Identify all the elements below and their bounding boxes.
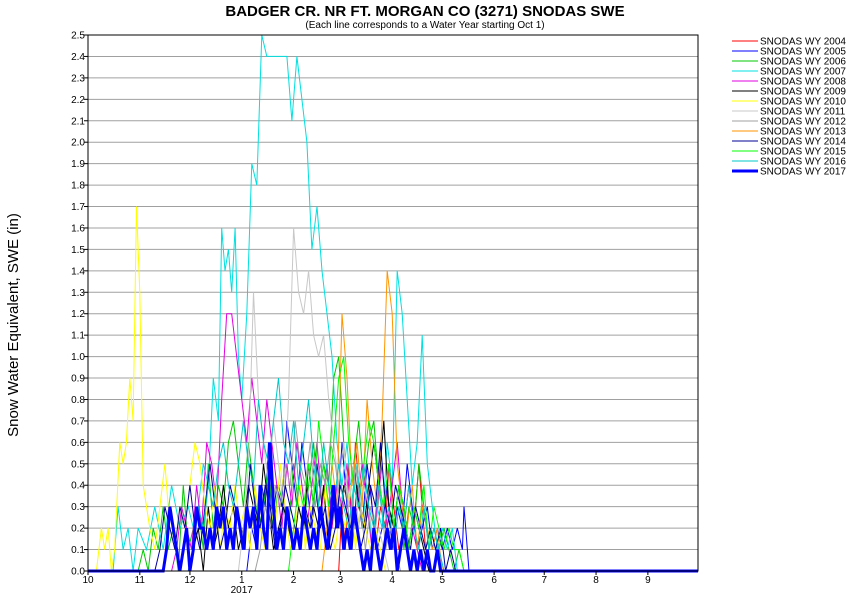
y-tick-label-22: 2.2 <box>71 95 85 106</box>
y-tick-label-13: 1.3 <box>71 288 85 299</box>
legend-label-10: SNODAS WY 2014 <box>760 137 846 148</box>
legend-label-3: SNODAS WY 2007 <box>760 67 846 78</box>
y-axis-label: Snow Water Equivalent, SWE (in) <box>5 213 22 437</box>
x-tick-label-9: 7 <box>541 575 547 586</box>
x-tick-label-3: 1 <box>239 575 245 586</box>
legend-label-4: SNODAS WY 2008 <box>760 77 846 88</box>
y-tick-label-16: 1.6 <box>71 223 85 234</box>
legend-label-5: SNODAS WY 2009 <box>760 87 846 98</box>
x-year-label: 2017 <box>231 585 254 596</box>
y-tick-label-25: 2.5 <box>71 31 85 42</box>
series-line-snodas-wy-2015 <box>88 356 698 572</box>
series-line-snodas-wy-2007 <box>88 34 698 572</box>
series-line-snodas-wy-2017 <box>88 442 698 573</box>
legend-label-6: SNODAS WY 2010 <box>760 97 846 108</box>
x-tick-label-1: 11 <box>135 575 146 586</box>
x-tick-label-10: 8 <box>593 575 599 586</box>
y-tick-label-4: 0.4 <box>71 481 85 492</box>
x-tick-label-5: 3 <box>338 575 344 586</box>
x-tick-label-2: 12 <box>184 575 196 586</box>
y-tick-label-8: 0.8 <box>71 395 85 406</box>
y-tick-label-18: 1.8 <box>71 181 85 192</box>
series-line-snodas-wy-2016 <box>88 377 698 572</box>
y-tick-label-21: 2.1 <box>71 116 85 127</box>
legend-label-7: SNODAS WY 2011 <box>760 107 846 118</box>
y-axis-ticks: 0.0 0.1 0.2 0.3 0.4 0.5 0.6 0.7 0.8 0.9 1.0 1.1 1.2 1… <box>71 31 88 578</box>
y-tick-label-23: 2.3 <box>71 73 85 84</box>
y-tick-label-2: 0.2 <box>71 524 85 535</box>
legend-label-11: SNODAS WY 2015 <box>760 147 846 158</box>
x-tick-label-7: 5 <box>440 575 446 586</box>
legend-label-12: SNODAS WY 2016 <box>760 157 846 168</box>
y-tick-label-1: 0.1 <box>71 545 85 556</box>
series-layer <box>88 34 698 573</box>
legend-label-8: SNODAS WY 2012 <box>760 117 846 128</box>
legend-label-9: SNODAS WY 2013 <box>760 127 846 138</box>
legend-label-1: SNODAS WY 2005 <box>760 47 846 58</box>
y-tick-label-3: 0.3 <box>71 502 85 513</box>
y-tick-label-0: 0.0 <box>71 567 85 578</box>
y-tick-label-19: 1.9 <box>71 159 85 170</box>
grid-layer <box>88 34 698 572</box>
y-tick-label-12: 1.2 <box>71 309 85 320</box>
legend-label-0: SNODAS WY 2004 <box>760 37 846 48</box>
y-tick-label-6: 0.6 <box>71 438 85 449</box>
y-tick-label-5: 0.5 <box>71 459 85 470</box>
y-tick-label-7: 0.7 <box>71 416 85 427</box>
legend-label-13: SNODAS WY 2017 <box>760 167 846 178</box>
y-tick-label-9: 0.9 <box>71 374 85 385</box>
chart-title: BADGER CR. NR FT. MORGAN CO (3271) SNODA… <box>225 3 625 20</box>
chart-subtitle: (Each line corresponds to a Water Year s… <box>305 20 545 31</box>
y-tick-label-24: 2.4 <box>71 52 85 63</box>
x-tick-label-4: 2 <box>291 575 297 586</box>
y-tick-label-10: 1.0 <box>71 352 85 363</box>
plot-frame <box>87 34 699 572</box>
y-tick-label-17: 1.7 <box>71 202 85 213</box>
y-tick-label-11: 1.1 <box>71 331 85 342</box>
y-tick-label-15: 1.5 <box>71 245 85 256</box>
x-tick-label-8: 6 <box>491 575 497 586</box>
y-tick-label-20: 2.0 <box>71 138 85 149</box>
legend-label-2: SNODAS WY 2006 <box>760 57 846 68</box>
x-tick-label-0: 10 <box>82 575 94 586</box>
x-tick-label-11: 9 <box>645 575 651 586</box>
x-tick-label-6: 4 <box>389 575 395 586</box>
y-tick-label-14: 1.4 <box>71 266 85 277</box>
